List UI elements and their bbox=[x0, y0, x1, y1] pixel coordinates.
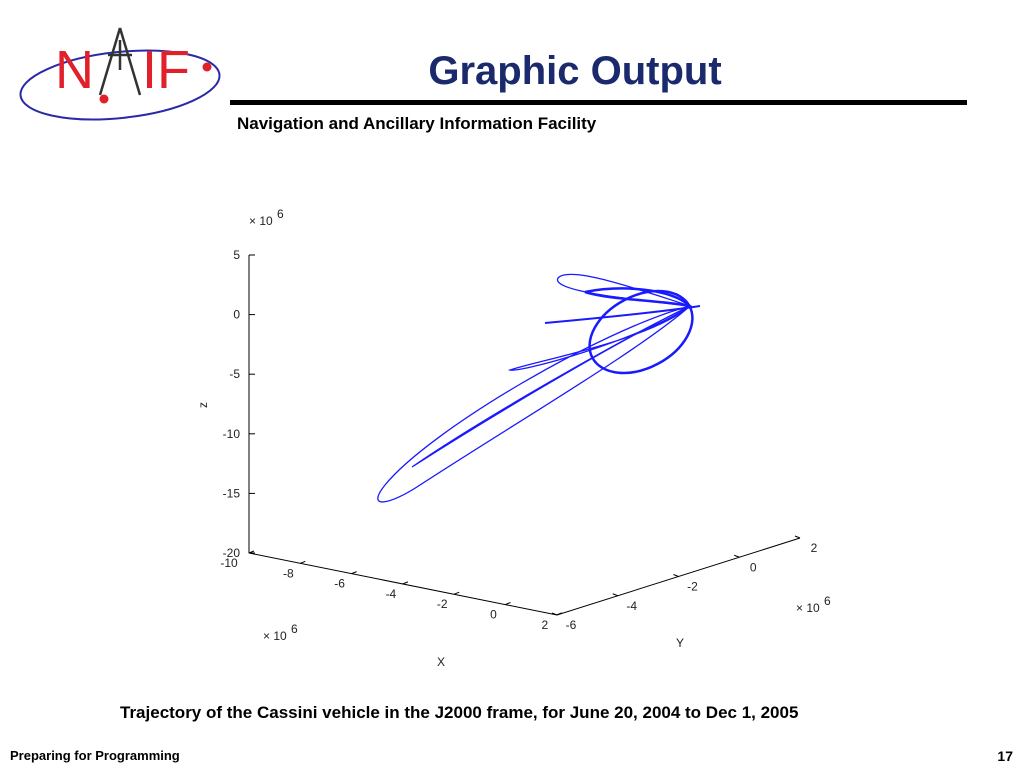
axis-exponent: 6 bbox=[277, 207, 284, 221]
trajectory bbox=[377, 273, 701, 503]
x-tick-label: -4 bbox=[386, 587, 397, 601]
axis-multiplier: × 10 bbox=[263, 629, 287, 643]
logo-dot bbox=[99, 94, 109, 104]
y-tick-label: -2 bbox=[687, 580, 698, 594]
x-tick-label: 0 bbox=[490, 608, 497, 622]
x-axis-label: X bbox=[437, 655, 445, 669]
y-tick bbox=[612, 593, 618, 597]
caption: Trajectory of the Cassini vehicle in the… bbox=[120, 703, 798, 722]
y-axis-label: Y bbox=[676, 636, 684, 650]
plot: 50-5-10-15-20-10-8-6-4-202 -6-4-202× 10 6×… bbox=[196, 207, 831, 669]
axis-multiplier: × 10 bbox=[796, 601, 820, 615]
logo: N IF bbox=[19, 27, 221, 121]
axis-exponent: 6 bbox=[291, 622, 298, 636]
y-tick bbox=[734, 554, 740, 558]
z-tick-label: -15 bbox=[223, 486, 241, 500]
y-tick-label: 2 bbox=[811, 541, 818, 555]
title: Graphic Output bbox=[428, 49, 721, 93]
footer-left: Preparing for Programming bbox=[10, 748, 180, 763]
x-tick bbox=[556, 612, 562, 616]
x-tick-label: 2 bbox=[541, 618, 548, 632]
logo-if: IF bbox=[142, 40, 190, 100]
axis-exponent: 6 bbox=[824, 594, 831, 608]
z-tick-label: -10 bbox=[223, 427, 241, 441]
y-tick bbox=[551, 612, 558, 616]
z-axis-label: z bbox=[196, 402, 210, 408]
page-number: 17 bbox=[997, 748, 1013, 764]
y-tick bbox=[673, 574, 679, 577]
subtitle: Navigation and Ancillary Information Fac… bbox=[237, 114, 597, 133]
x-tick bbox=[505, 602, 511, 605]
axis-lines bbox=[248, 255, 801, 616]
x-tick bbox=[351, 571, 357, 575]
x-tick-label: -2 bbox=[437, 597, 448, 611]
x-tick bbox=[300, 560, 306, 564]
x-tick-label: -10 bbox=[220, 556, 238, 570]
logo-orbit bbox=[19, 49, 221, 121]
logo-compass bbox=[98, 27, 142, 96]
y-tick-label: -4 bbox=[626, 599, 637, 613]
title-rule bbox=[230, 100, 967, 105]
x-tick bbox=[454, 591, 460, 595]
z-tick-label: -5 bbox=[229, 367, 240, 381]
x-tick bbox=[248, 550, 255, 554]
x-tick-label: -8 bbox=[283, 566, 294, 580]
z-tick-label: -20 bbox=[223, 546, 241, 560]
x-tick bbox=[402, 581, 409, 585]
z-tick-label: 5 bbox=[233, 248, 240, 262]
z-tick-label: 0 bbox=[233, 308, 240, 322]
y-tick bbox=[794, 535, 801, 539]
y-tick-label: 0 bbox=[750, 560, 757, 574]
axis-multiplier: × 10 bbox=[249, 214, 273, 228]
logo-dot bbox=[202, 62, 212, 72]
logo-n: N bbox=[55, 40, 94, 100]
x-tick-label: -6 bbox=[334, 577, 345, 591]
y-tick-label: -6 bbox=[566, 618, 577, 632]
